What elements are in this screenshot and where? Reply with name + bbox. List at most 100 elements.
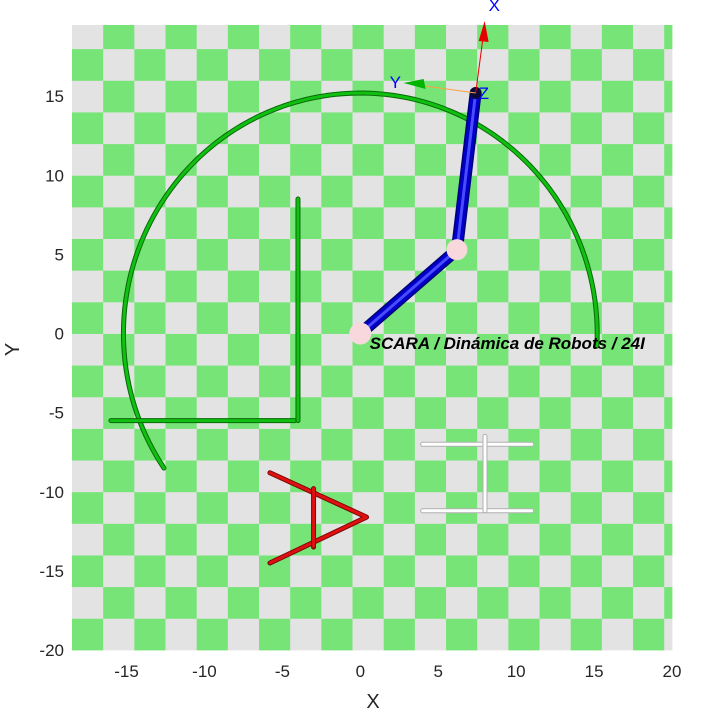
floor-tile xyxy=(103,25,135,50)
floor-tile xyxy=(290,586,322,619)
floor-tile xyxy=(290,143,322,176)
y-tick-label: -15 xyxy=(39,562,64,581)
floor-tile xyxy=(601,270,634,303)
floor-tile xyxy=(165,206,198,240)
floor-tile xyxy=(72,48,104,81)
floor-tile xyxy=(196,25,229,50)
floor-tile xyxy=(259,491,291,524)
frame-x-axis xyxy=(475,32,485,94)
floor-tile xyxy=(165,491,198,524)
floor-tile xyxy=(259,428,291,461)
floor-tile xyxy=(290,333,322,366)
floor-tile xyxy=(321,333,353,366)
floor-tile xyxy=(601,112,634,145)
floor-tile xyxy=(508,555,540,588)
floor-tile xyxy=(664,618,673,651)
floor-tile xyxy=(570,460,603,493)
floor-tile xyxy=(383,365,416,398)
floor-tile xyxy=(539,586,572,619)
floor-tile xyxy=(227,238,260,271)
floor-tile xyxy=(414,555,447,588)
floor-tile xyxy=(383,112,416,145)
floor-tile xyxy=(383,238,416,271)
floor-tile xyxy=(664,586,673,619)
scara-robot-arm xyxy=(349,87,482,345)
floor-tile xyxy=(321,143,353,176)
floor-tile xyxy=(165,80,198,113)
floor-tile xyxy=(321,365,353,398)
robot-annotation-label: SCARA / Dinámica de Robots / 24I xyxy=(370,334,646,353)
floor-tile xyxy=(103,206,135,240)
floor-tile xyxy=(633,48,665,81)
floor-tile xyxy=(446,618,478,651)
floor-tile xyxy=(477,48,509,81)
floor-tile xyxy=(103,460,135,493)
floor-tile xyxy=(134,301,166,334)
y-tick-label: -5 xyxy=(49,404,64,423)
floor-tile xyxy=(664,460,673,493)
floor-tile xyxy=(477,80,509,113)
floor-tile xyxy=(352,428,385,461)
floor-tile xyxy=(290,555,322,588)
floor-tile xyxy=(601,396,634,429)
x-tick-label: -10 xyxy=(192,662,217,681)
floor-tile xyxy=(134,333,166,366)
floor-tile xyxy=(570,491,603,524)
floor-tile xyxy=(446,301,478,334)
floor-tile xyxy=(383,618,416,651)
floor-tile xyxy=(570,175,603,208)
floor-tile xyxy=(196,80,229,113)
floor-tile xyxy=(383,206,416,240)
floor-tile xyxy=(477,333,509,366)
floor-tile xyxy=(196,206,229,240)
floor-tile xyxy=(539,428,572,461)
frame-y-label: Y xyxy=(390,73,401,92)
floor-tile xyxy=(165,143,198,176)
floor-tile xyxy=(570,523,603,556)
floor-tile xyxy=(227,428,260,461)
floor-tile xyxy=(414,365,447,398)
floor-tile xyxy=(321,112,353,145)
floor-tile xyxy=(508,460,540,493)
y-tick-label: 5 xyxy=(55,245,64,264)
floor-tile xyxy=(165,618,198,651)
floor-tile xyxy=(72,112,104,145)
floor-tile xyxy=(352,270,385,303)
floor-tile xyxy=(508,112,540,145)
floor-tile xyxy=(508,206,540,240)
floor-tile xyxy=(196,301,229,334)
floor-tile xyxy=(477,396,509,429)
floor-tile xyxy=(539,555,572,588)
floor-tile xyxy=(633,206,665,240)
floor-tile xyxy=(477,586,509,619)
floor-tile xyxy=(72,238,104,271)
floor-tile xyxy=(414,143,447,176)
floor-tile xyxy=(227,301,260,334)
floor-tile xyxy=(227,365,260,398)
floor-tile xyxy=(570,112,603,145)
floor-tile xyxy=(664,270,673,303)
floor-tile xyxy=(227,48,260,81)
floor-tile xyxy=(383,555,416,588)
floor-tile xyxy=(477,555,509,588)
robot-link-2-highlight xyxy=(455,91,478,252)
floor-tile xyxy=(72,491,104,524)
floor-tile xyxy=(196,460,229,493)
x-tick-label: 10 xyxy=(507,662,526,681)
floor-tile xyxy=(165,301,198,334)
floor-tile xyxy=(664,143,673,176)
floor-tile xyxy=(664,491,673,524)
floor-tile xyxy=(539,491,572,524)
floor-tile xyxy=(601,428,634,461)
floor-tile xyxy=(165,333,198,366)
floor-tile xyxy=(539,301,572,334)
floor-tile xyxy=(508,80,540,113)
floor-tile xyxy=(165,396,198,429)
floor-tile xyxy=(72,333,104,366)
floor-tile xyxy=(383,523,416,556)
floor-tile xyxy=(414,175,447,208)
floor-tile xyxy=(196,333,229,366)
floor-tile xyxy=(103,333,135,366)
floor-tile xyxy=(477,618,509,651)
floor-tile xyxy=(259,270,291,303)
